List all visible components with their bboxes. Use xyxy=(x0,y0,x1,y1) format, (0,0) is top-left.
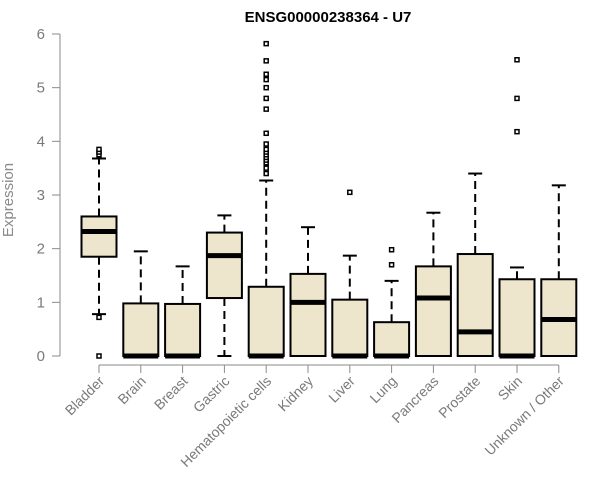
box-group xyxy=(205,214,243,357)
box-group xyxy=(498,57,536,359)
box-iqr xyxy=(373,321,411,358)
x-tick-label: Unknown / Other xyxy=(481,373,567,459)
y-tick-label: 2 xyxy=(37,241,45,258)
outlier-point xyxy=(347,189,353,196)
outlier-point xyxy=(96,146,102,153)
outlier-point xyxy=(96,353,102,359)
outlier-point xyxy=(96,314,102,321)
y-tick-label: 6 xyxy=(37,26,45,43)
x-tick-label: Breast xyxy=(151,373,191,413)
y-tick-label: 0 xyxy=(37,348,45,365)
box-group xyxy=(122,250,160,359)
outlier-point xyxy=(263,58,269,64)
outlier-point xyxy=(263,84,269,91)
box-iqr xyxy=(122,302,160,358)
x-tick-label: Skin xyxy=(495,373,526,404)
box-iqr xyxy=(205,231,243,300)
box-group xyxy=(289,226,327,358)
outlier-point xyxy=(263,71,269,77)
outlier-point xyxy=(263,76,269,83)
box-group xyxy=(414,211,452,358)
box-iqr xyxy=(498,278,536,357)
outlier-point xyxy=(514,128,520,135)
x-tick-label: Bladder xyxy=(62,373,108,419)
box-group xyxy=(456,172,494,358)
box-group xyxy=(331,189,369,359)
box-group xyxy=(540,184,578,357)
box-group xyxy=(247,40,285,359)
x-tick-label: Prostate xyxy=(435,373,483,421)
outlier-point xyxy=(263,141,269,147)
box-group xyxy=(164,265,202,359)
y-tick-label: 5 xyxy=(37,80,45,97)
outlier-point xyxy=(263,130,269,137)
outlier-point xyxy=(263,40,269,47)
outlier-point xyxy=(263,170,269,177)
outlier-point xyxy=(514,95,520,102)
box-iqr xyxy=(414,265,452,358)
outlier-point xyxy=(263,106,269,112)
outlier-point xyxy=(388,262,395,268)
x-tick-label: Liver xyxy=(325,373,358,406)
box-iqr xyxy=(80,215,118,258)
box-group xyxy=(80,146,118,359)
x-tick-label: Kidney xyxy=(275,373,317,415)
x-tick-label: Brain xyxy=(114,373,148,407)
outlier-point xyxy=(263,146,269,153)
box-iqr xyxy=(331,298,369,357)
chart-title: ENSG00000238364 - U7 xyxy=(245,9,412,26)
box-iqr xyxy=(247,285,285,357)
box-iqr xyxy=(456,253,494,358)
y-tick-label: 4 xyxy=(37,133,45,150)
axes: 0 1 2 3 4 5 6 xyxy=(37,26,559,366)
y-tick-label: 1 xyxy=(37,294,45,311)
outlier-point xyxy=(263,165,269,171)
box-group xyxy=(373,246,411,359)
outlier-point xyxy=(263,95,269,102)
box-iqr xyxy=(164,302,202,357)
outlier-point xyxy=(514,57,520,63)
outlier-point xyxy=(388,246,395,253)
x-tick-label: Lung xyxy=(366,373,399,406)
y-axis-label: Expression xyxy=(0,163,17,237)
box-iqr xyxy=(289,272,327,358)
y-tick-label: 3 xyxy=(37,187,45,204)
boxes xyxy=(80,40,578,359)
